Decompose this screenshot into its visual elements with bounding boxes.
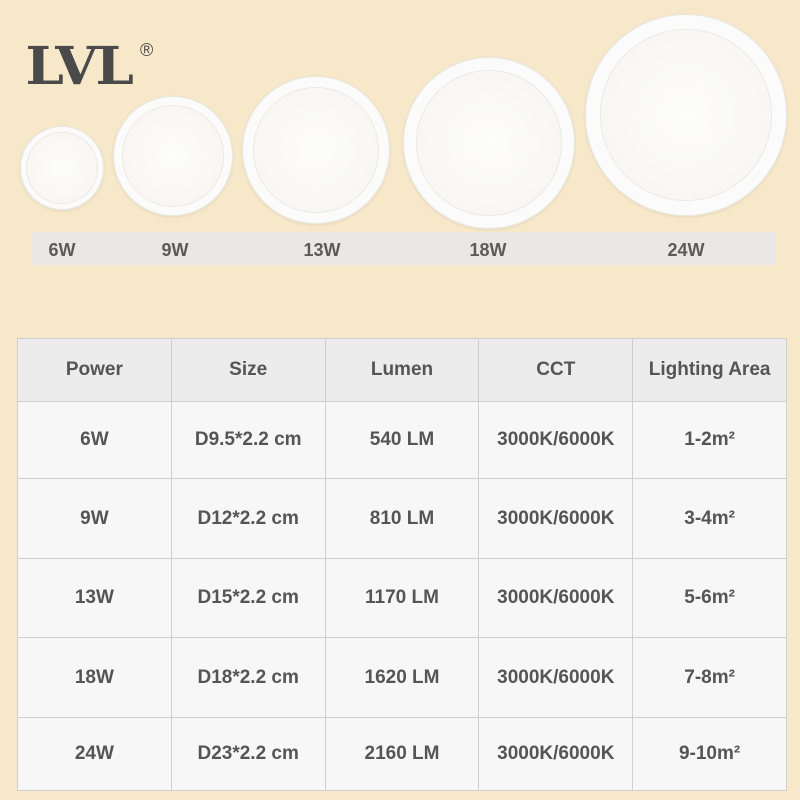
table-cell: D18*2.2 cm	[170, 637, 326, 718]
table-cell: 1-2m²	[632, 401, 787, 479]
header-power: Power	[17, 338, 172, 402]
table-cell: 3000K/6000K	[478, 637, 634, 718]
wattage-label: 13W	[303, 240, 341, 260]
table-cell: 7-8m²	[632, 637, 787, 718]
table-cell: D9.5*2.2 cm	[170, 401, 326, 479]
wattage-label: 6W	[48, 240, 76, 260]
table-cell: 5-6m²	[632, 558, 787, 638]
brand-logo: LVL	[25, 36, 133, 97]
table-row: 18W D18*2.2 cm 1620 LM 3000K/6000K 7-8m²	[17, 637, 787, 718]
registered-mark: ®	[140, 40, 154, 60]
panel-18w-image	[403, 57, 575, 229]
spec-table: Power Size Lumen CCT Lighting Area 6W D9.…	[17, 338, 787, 791]
wattage-label: 9W	[161, 240, 189, 260]
table-cell: 3000K/6000K	[478, 717, 634, 791]
table-cell: 9-10m²	[632, 717, 787, 791]
table-cell: D23*2.2 cm	[170, 717, 326, 791]
header-cct: CCT	[478, 338, 634, 402]
table-cell: 3000K/6000K	[478, 478, 634, 559]
table-row: 9W D12*2.2 cm 810 LM 3000K/6000K 3-4m²	[17, 478, 787, 559]
table-cell: 810 LM	[324, 478, 480, 559]
table-cell: 6W	[17, 401, 172, 479]
header-size: Size	[170, 338, 326, 402]
table-cell: 18W	[17, 637, 172, 718]
panel-9w-image	[113, 96, 233, 216]
table-cell: 9W	[17, 478, 172, 559]
table-cell: 540 LM	[324, 401, 480, 479]
table-cell: 3000K/6000K	[478, 558, 634, 638]
table-cell: 1170 LM	[324, 558, 480, 638]
table-cell: 3000K/6000K	[478, 401, 634, 479]
table-cell: 3-4m²	[632, 478, 787, 559]
table-header-row: Power Size Lumen CCT Lighting Area	[17, 338, 787, 402]
table-cell: 24W	[17, 717, 172, 791]
table-cell: 13W	[17, 558, 172, 638]
table-row: 24W D23*2.2 cm 2160 LM 3000K/6000K 9-10m²	[17, 717, 787, 791]
table-cell: D15*2.2 cm	[170, 558, 326, 638]
header-lighting-area: Lighting Area	[632, 338, 787, 402]
table-row: 6W D9.5*2.2 cm 540 LM 3000K/6000K 1-2m²	[17, 401, 787, 479]
panel-13w-image	[242, 76, 390, 224]
table-cell: 1620 LM	[324, 637, 480, 718]
table-cell: D12*2.2 cm	[170, 478, 326, 559]
table-cell: 2160 LM	[324, 717, 480, 791]
panel-24w-image	[585, 14, 787, 216]
wattage-label: 18W	[469, 240, 507, 260]
table-row: 13W D15*2.2 cm 1170 LM 3000K/6000K 5-6m²	[17, 558, 787, 638]
header-lumen: Lumen	[324, 338, 480, 402]
wattage-label: 24W	[667, 240, 705, 260]
wattage-label-bar	[32, 232, 776, 265]
panel-6w-image	[20, 126, 104, 210]
